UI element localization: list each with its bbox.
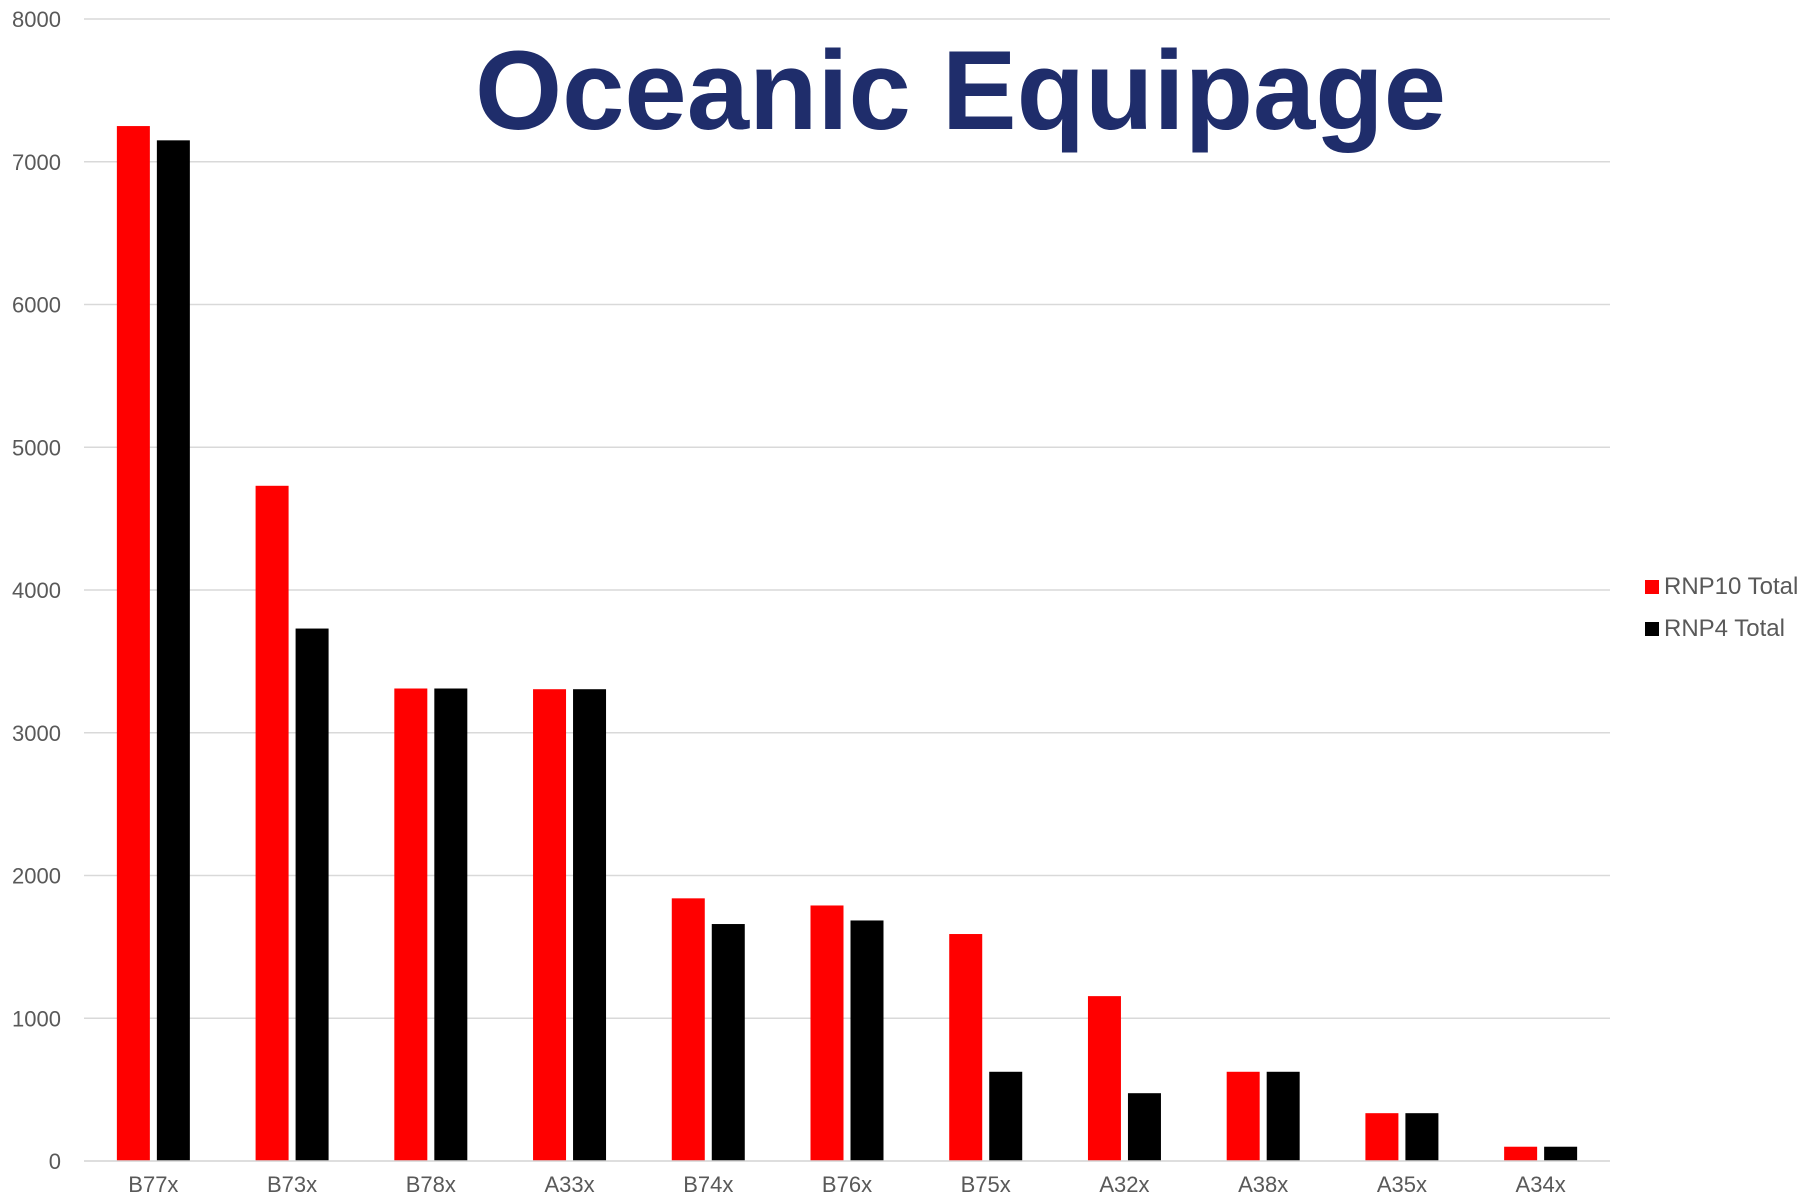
legend-swatch-rnp10 bbox=[1645, 580, 1659, 594]
legend-label-rnp10: RNP10 Total bbox=[1664, 573, 1799, 600]
bar-rnp10-b74x bbox=[671, 898, 705, 1161]
bar-rnp4-a38x bbox=[1266, 1071, 1300, 1161]
x-tick-label: B75x bbox=[961, 1172, 1011, 1195]
bar-rnp4-a35x bbox=[1405, 1113, 1439, 1161]
x-tick-label: A34x bbox=[1516, 1172, 1566, 1195]
bar-rnp10-b73x bbox=[255, 485, 289, 1162]
x-tick-label: B76x bbox=[822, 1172, 872, 1195]
bar-rnp4-b75x bbox=[989, 1071, 1023, 1161]
y-tick-label: 2000 bbox=[12, 864, 61, 889]
x-tick-label: B73x bbox=[267, 1172, 317, 1195]
bar-rnp4-b76x bbox=[850, 920, 884, 1161]
bar-rnp4-a34x bbox=[1544, 1146, 1578, 1161]
bar-rnp4-b77x bbox=[156, 140, 190, 1161]
x-tick-label: B77x bbox=[128, 1172, 178, 1195]
y-tick-label: 8000 bbox=[12, 7, 61, 32]
x-tick-label: B78x bbox=[406, 1172, 456, 1195]
chart-legend: RNP10 Total RNP4 Total bbox=[1645, 566, 1798, 650]
y-tick-label: 6000 bbox=[12, 293, 61, 318]
x-tick-label: A32x bbox=[1099, 1172, 1149, 1195]
legend-item-rnp4: RNP4 Total bbox=[1645, 608, 1798, 650]
y-tick-label: 3000 bbox=[12, 721, 61, 746]
x-tick-label: A33x bbox=[544, 1172, 594, 1195]
bar-rnp4-b78x bbox=[434, 688, 468, 1161]
x-tick-label: A38x bbox=[1238, 1172, 1288, 1195]
x-tick-label: B74x bbox=[683, 1172, 733, 1195]
bar-rnp4-a32x bbox=[1127, 1093, 1161, 1161]
bar-rnp4-a33x bbox=[573, 689, 607, 1161]
bar-rnp10-a35x bbox=[1365, 1113, 1399, 1161]
y-tick-label: 7000 bbox=[12, 150, 61, 175]
bar-rnp10-a32x bbox=[1087, 996, 1121, 1161]
y-tick-label: 1000 bbox=[12, 1006, 61, 1031]
bar-rnp10-b76x bbox=[810, 905, 844, 1161]
y-tick-label: 5000 bbox=[12, 435, 61, 460]
bar-rnp10-a34x bbox=[1504, 1146, 1538, 1161]
y-tick-label: 4000 bbox=[12, 578, 61, 603]
bar-rnp10-b78x bbox=[394, 688, 428, 1161]
legend-label-rnp4: RNP4 Total bbox=[1664, 615, 1785, 642]
y-tick-label: 0 bbox=[49, 1149, 61, 1174]
bar-rnp10-a33x bbox=[533, 689, 567, 1161]
x-tick-label: A35x bbox=[1377, 1172, 1427, 1195]
bar-rnp10-a38x bbox=[1226, 1071, 1260, 1161]
legend-item-rnp10: RNP10 Total bbox=[1645, 566, 1798, 608]
bar-rnp4-b74x bbox=[711, 924, 745, 1161]
legend-swatch-rnp4 bbox=[1645, 622, 1659, 636]
bar-rnp10-b75x bbox=[949, 934, 983, 1161]
bar-rnp4-b73x bbox=[295, 628, 329, 1161]
bar-rnp10-b77x bbox=[116, 126, 150, 1161]
